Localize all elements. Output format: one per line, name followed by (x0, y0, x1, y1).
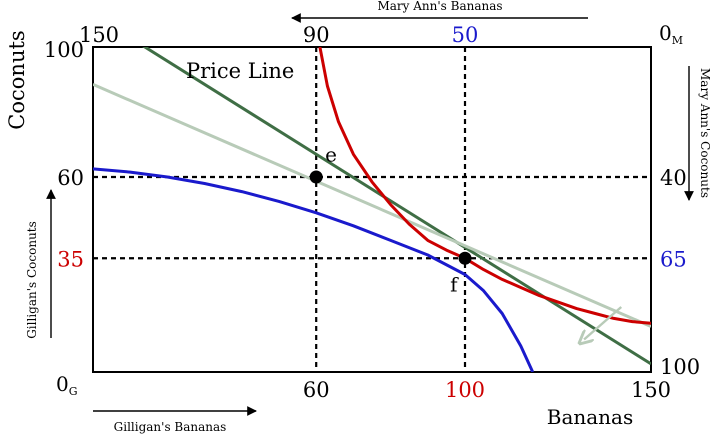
gilligan-indifference-curve (93, 167, 535, 372)
y-tick-right-100: 100 (660, 355, 700, 379)
origin-mary-ann: 0M (659, 21, 683, 47)
y-axis-label: Coconuts (5, 30, 29, 129)
y-tick-right-40: 40 (660, 166, 687, 190)
x-tick-bottom-60: 60 (303, 378, 330, 402)
equilibrium-points (309, 170, 472, 265)
mary-ann-bananas-label: Mary Ann's Bananas (377, 0, 502, 13)
x-tick-top-50: 50 (452, 23, 479, 47)
point-e (309, 170, 323, 184)
y-tick-left-100: 100 (44, 38, 84, 62)
point-f (458, 251, 472, 265)
point-label-f: f (450, 273, 459, 297)
curves (93, 47, 651, 372)
dashed-guides (93, 47, 651, 372)
plot-frame (92, 46, 652, 373)
y-tick-right-65: 65 (660, 247, 687, 271)
mary-ann-coconuts-label: Mary Ann's Coconuts (698, 68, 712, 198)
y-tick-left-60: 60 (57, 166, 84, 190)
x-tick-bottom-150: 150 (631, 378, 671, 402)
y-tick-left-35: 35 (57, 247, 84, 271)
light-price-line (93, 83, 651, 328)
price-line-label: Price Line (186, 59, 294, 83)
gilligan-coconuts-label: Gilligan's Coconuts (25, 221, 39, 339)
gilligan-bananas-label: Gilligan's Bananas (114, 420, 227, 434)
x-tick-bottom-100: 100 (445, 378, 485, 402)
origin-gilligan: 0G (56, 372, 78, 398)
mary-ann-indifference-curve (318, 47, 651, 325)
point-label-e: e (325, 143, 337, 167)
annotations: Price Line e f (186, 59, 459, 297)
x-tick-top-90: 90 (303, 23, 330, 47)
x-tick-top-150: 150 (79, 23, 119, 47)
price-line (142, 47, 651, 366)
x-axis-label: Bananas (547, 405, 634, 429)
pivot-arrow (584, 306, 623, 340)
